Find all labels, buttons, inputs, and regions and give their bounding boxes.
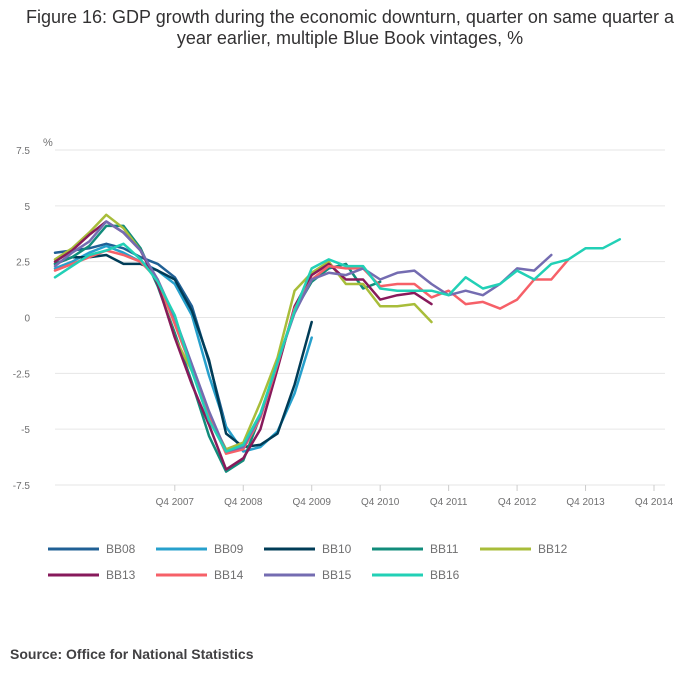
- y-axis-ticks: 7.5 5 2.5 0 -2.5 -5 -7.5: [13, 146, 31, 492]
- series-line-bb15: [53, 220, 553, 453]
- series-line-bb12: [53, 213, 433, 451]
- legend[interactable]: BB08 BB09 BB10 BB11 BB12 BB13 BB14 BB15 BB16: [48, 542, 568, 582]
- source-note: Source: Office for National Statistics: [10, 646, 254, 662]
- x-axis-ticks: Q4 2007 Q4 2008 Q4 2009 Q4 2010 Q4 2011 Q4 20…: [156, 485, 674, 508]
- legend-item-bb16[interactable]: BB16: [372, 568, 460, 582]
- legend-label: BB09: [214, 542, 244, 556]
- x-tick-label: Q4 2010: [361, 497, 400, 508]
- grid-layer: [55, 149, 665, 486]
- y-tick-label: -2.5: [13, 369, 31, 380]
- x-tick-label: Q4 2014: [635, 497, 674, 508]
- series-line-bb16: [53, 238, 622, 453]
- series-line-bb10: [53, 253, 313, 449]
- legend-item-bb10[interactable]: BB10: [264, 542, 352, 556]
- chart-title: Figure 16: GDP growth during the economi…: [25, 7, 675, 48]
- legend-label: BB16: [430, 568, 460, 582]
- legend-item-bb13[interactable]: BB13: [48, 568, 136, 582]
- legend-label: BB12: [538, 542, 568, 556]
- legend-item-bb12[interactable]: BB12: [480, 542, 568, 556]
- x-tick-label: Q4 2012: [498, 497, 537, 508]
- series-layer: [53, 213, 622, 473]
- legend-label: BB13: [106, 568, 136, 582]
- legend-item-bb08[interactable]: BB08: [48, 542, 136, 556]
- y-tick-label: -7.5: [13, 481, 31, 492]
- legend-item-bb11[interactable]: BB11: [372, 542, 459, 556]
- x-tick-label: Q4 2011: [430, 497, 468, 508]
- legend-item-bb15[interactable]: BB15: [264, 568, 352, 582]
- legend-label: BB10: [322, 542, 352, 556]
- y-tick-label: 0: [24, 314, 30, 325]
- x-tick-label: Q4 2013: [566, 497, 605, 508]
- y-tick-label: 5: [24, 202, 30, 213]
- legend-label: BB15: [322, 568, 352, 582]
- x-tick-label: Q4 2007: [156, 497, 195, 508]
- legend-item-bb09[interactable]: BB09: [156, 542, 244, 556]
- x-tick-label: Q4 2008: [224, 497, 263, 508]
- series-line-bb11: [53, 224, 382, 473]
- legend-item-bb14[interactable]: BB14: [156, 568, 244, 582]
- legend-label: BB14: [214, 568, 244, 582]
- y-tick-label: -5: [21, 425, 30, 436]
- y-tick-label: 7.5: [16, 146, 30, 157]
- legend-label: BB08: [106, 542, 136, 556]
- legend-label: BB11: [430, 542, 459, 556]
- x-tick-label: Q4 2009: [293, 497, 332, 508]
- y-tick-label: 2.5: [16, 258, 30, 269]
- y-axis-unit-label: %: [43, 137, 53, 149]
